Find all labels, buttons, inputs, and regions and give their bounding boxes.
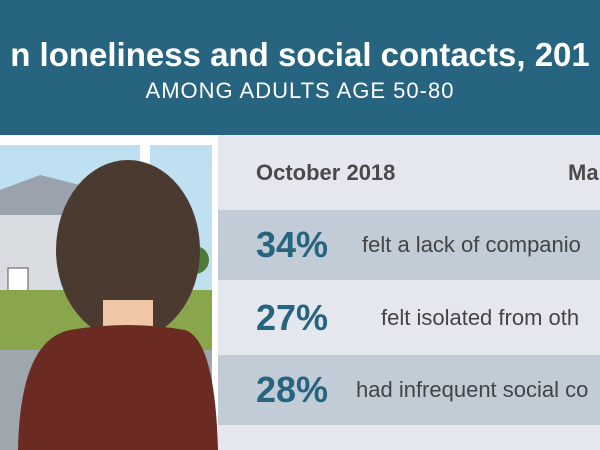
column-header: Ma — [568, 160, 599, 185]
percent: 28% — [256, 369, 329, 410]
table-row: 27% felt isolated from oth — [218, 283, 600, 353]
sweater — [18, 325, 218, 450]
row-text: felt a lack of companio — [362, 232, 581, 257]
window-frame — [212, 135, 218, 450]
row-text: had infrequent social co — [356, 377, 589, 402]
percent: 27% — [256, 297, 329, 338]
column-header: October 2018 — [256, 160, 396, 185]
percent: 34% — [256, 224, 329, 265]
table-row: 34% felt a lack of companio — [218, 210, 600, 280]
hair — [56, 160, 200, 340]
row-text: felt isolated from oth — [381, 305, 580, 330]
table-row: 28% had infrequent social co — [218, 355, 600, 425]
title: n loneliness and social contacts, 201 — [10, 36, 590, 73]
window-frame — [0, 135, 218, 145]
subtitle: AMONG ADULTS AGE 50-80 — [145, 78, 455, 103]
header: n loneliness and social contacts, 201 AM… — [0, 0, 600, 135]
illustration — [0, 135, 218, 450]
